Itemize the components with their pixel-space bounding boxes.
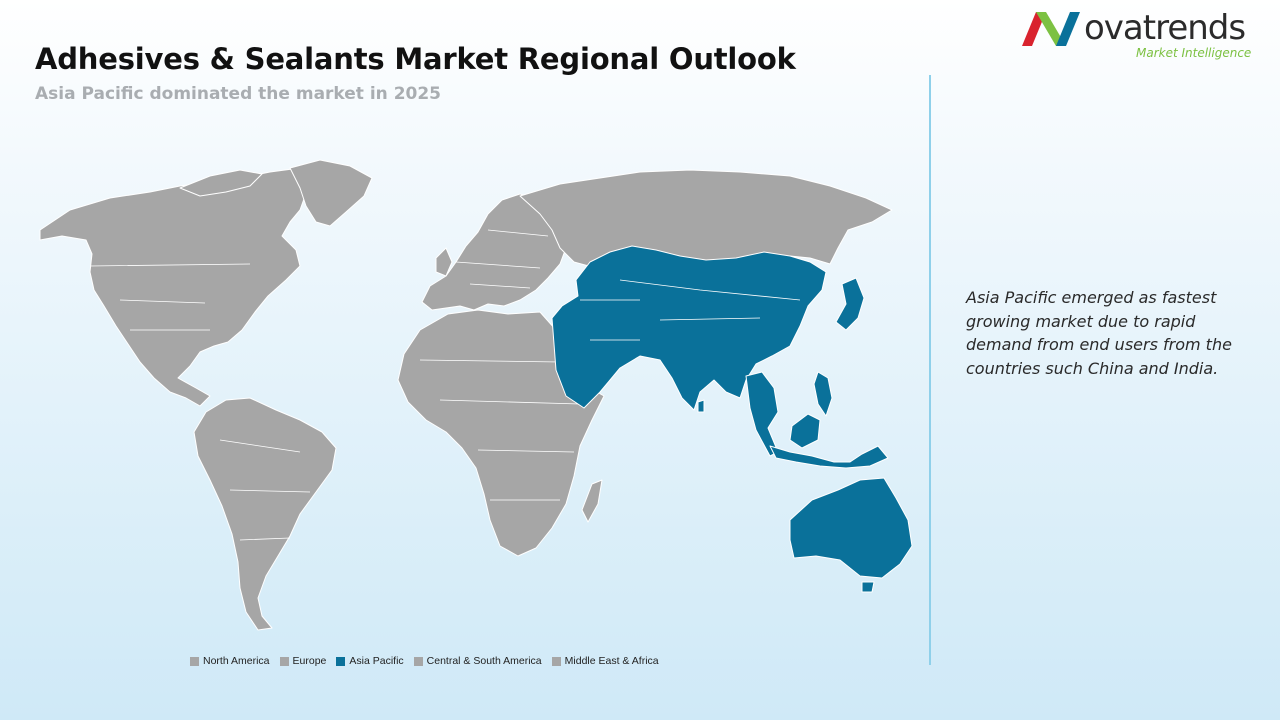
australia-shape [789, 477, 913, 579]
legend-swatch [190, 656, 199, 666]
russia-shape [519, 169, 893, 271]
legend-swatch [336, 656, 346, 666]
brand-tagline: Market Intelligence [1136, 46, 1252, 60]
region-asia-pacific [551, 245, 913, 593]
philippines-shape [813, 371, 833, 417]
tasmania-shape [861, 581, 875, 593]
vertical-divider [929, 75, 931, 665]
legend-label: Middle East & Africa [564, 655, 659, 667]
legend-label: Europe [292, 655, 327, 667]
north-america-shape [39, 167, 331, 407]
region-central-south-america [193, 397, 337, 631]
africa-shape [397, 309, 605, 557]
madagascar-shape [581, 479, 603, 523]
indonesia-shape [769, 445, 889, 469]
arctic-islands-shape [179, 169, 263, 197]
map-legend: North America Europe Asia Pacific Centra… [190, 655, 659, 667]
asia-mainland-shape [551, 245, 827, 411]
region-middle-east-africa [397, 309, 605, 557]
brand-logo-mark-icon [1022, 12, 1080, 46]
borneo-shape [789, 413, 821, 449]
legend-item-central-south-america: Central & South America [413, 655, 542, 667]
south-america-shape [193, 397, 337, 631]
brand-name: ovatrends [1084, 8, 1246, 48]
uk-shape [435, 247, 453, 277]
legend-label: Central & South America [426, 655, 542, 667]
page-title: Adhesives & Sealants Market Regional Out… [35, 42, 796, 76]
brand-logo: ovatrends Market Intelligence [1022, 8, 1272, 64]
legend-item-north-america: North America [190, 655, 270, 667]
legend-label: Asia Pacific [349, 655, 404, 667]
greenland-shape [289, 159, 373, 227]
region-europe [421, 193, 567, 311]
legend-swatch [413, 656, 423, 666]
insight-text: Asia Pacific emerged as fastest growing … [966, 288, 1232, 378]
page-subtitle: Asia Pacific dominated the market in 202… [35, 84, 442, 104]
japan-shape [835, 277, 865, 331]
legend-label: North America [203, 655, 270, 667]
region-north-america [39, 159, 373, 407]
legend-item-asia-pacific: Asia Pacific [336, 655, 404, 667]
legend-item-europe: Europe [279, 655, 327, 667]
legend-item-middle-east-africa: Middle East & Africa [551, 655, 659, 667]
world-map [39, 159, 913, 631]
southeast-asia-peninsula-shape [745, 371, 779, 457]
legend-swatch [279, 656, 289, 666]
sri-lanka-shape [697, 399, 705, 413]
legend-swatch [551, 656, 561, 666]
